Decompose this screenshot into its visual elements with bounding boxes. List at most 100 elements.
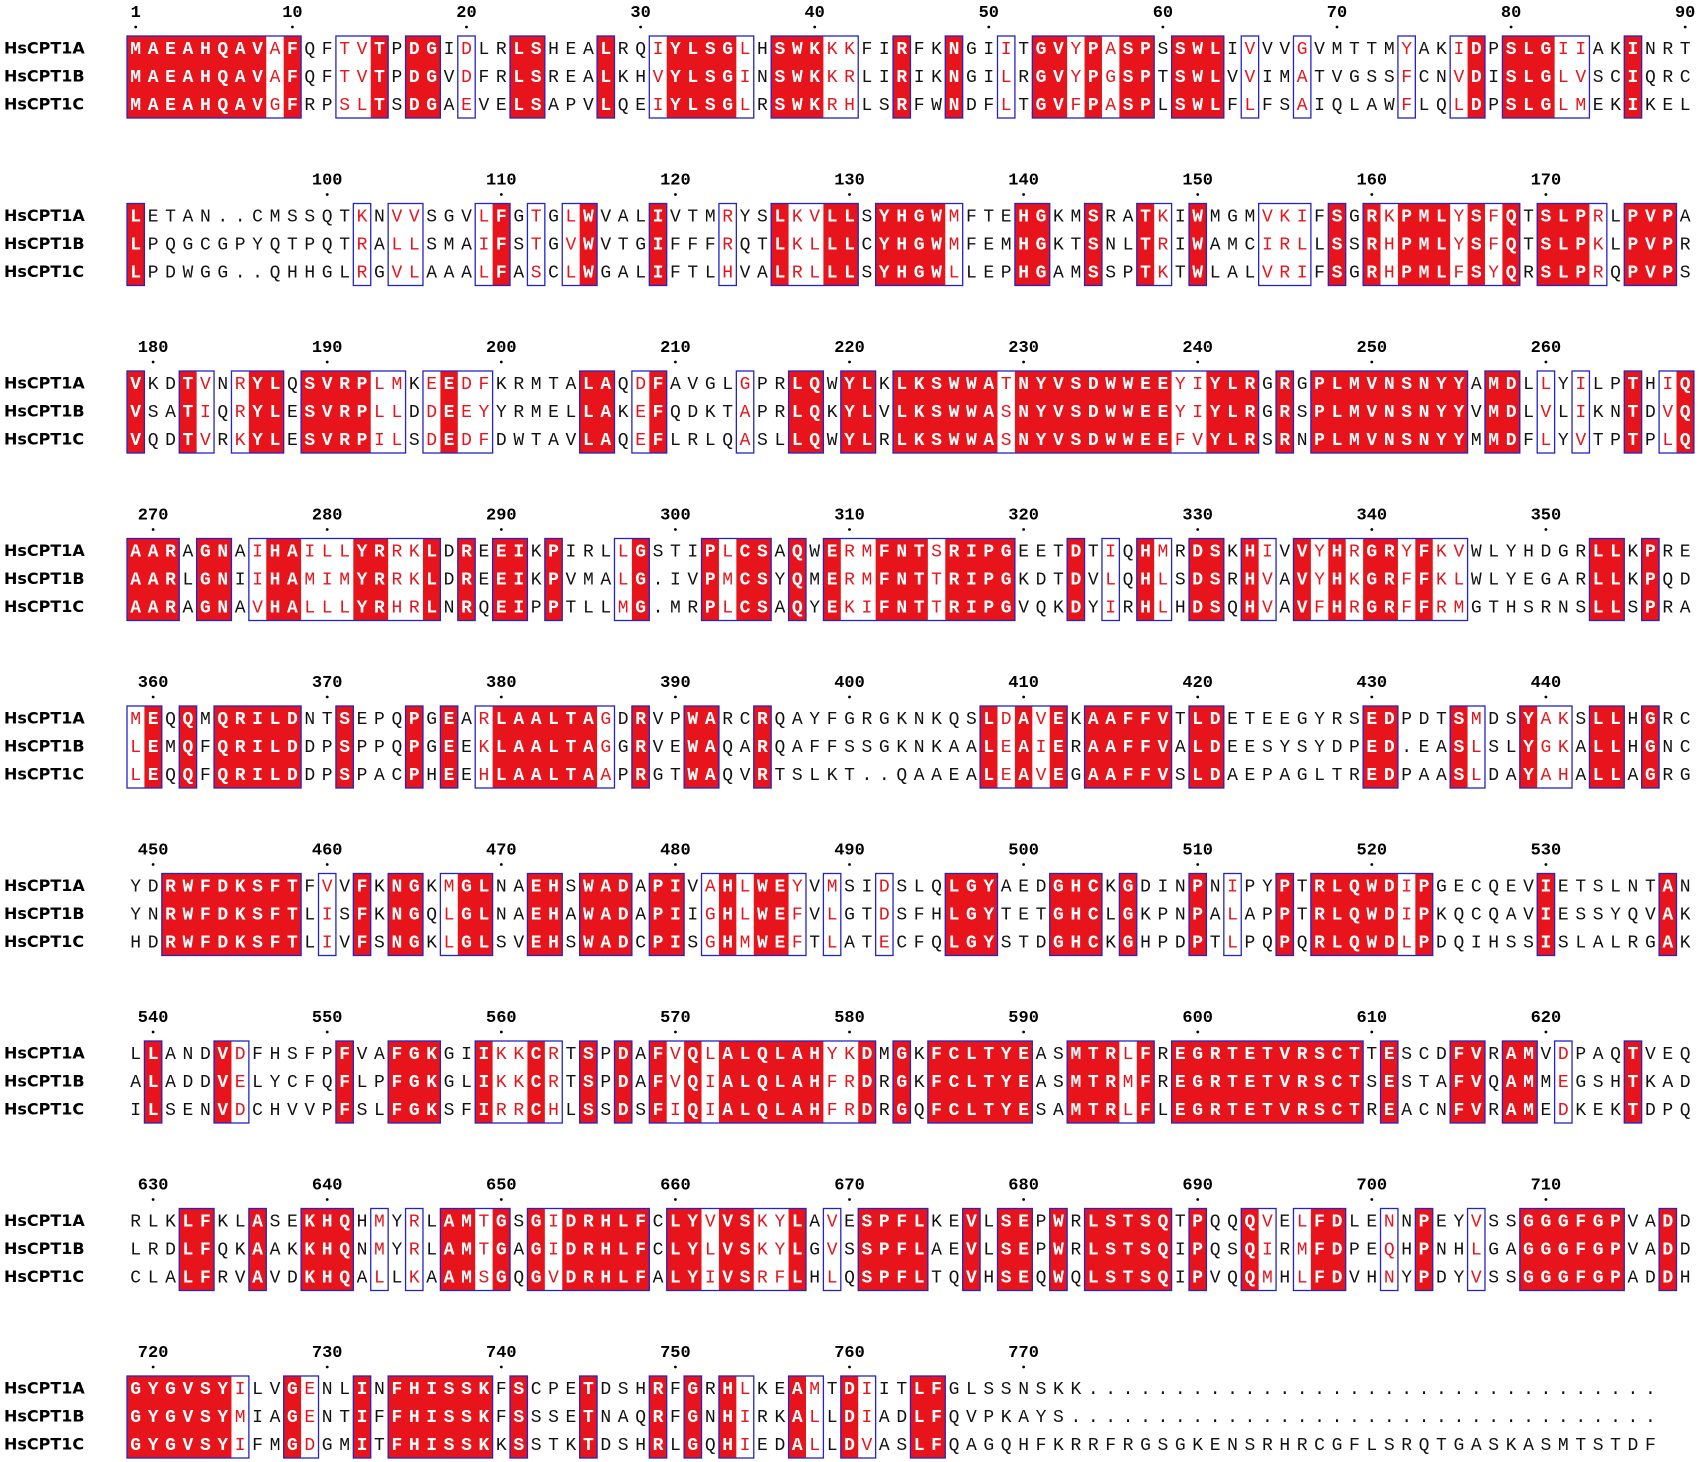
residue: G xyxy=(409,1101,420,1121)
residue: P xyxy=(1314,403,1325,423)
residue: L xyxy=(618,1268,629,1288)
residue: R xyxy=(235,710,246,730)
residue: G xyxy=(1680,766,1691,786)
residue: T xyxy=(1070,235,1081,255)
residue: M xyxy=(531,403,542,423)
identity-block xyxy=(492,203,511,286)
residue: I xyxy=(357,1408,368,1428)
residue: P xyxy=(409,738,420,758)
residue: A xyxy=(1506,1045,1517,1065)
residue: G xyxy=(722,96,733,116)
residue: G xyxy=(896,1101,907,1121)
residue: F xyxy=(670,1408,681,1428)
residue: N xyxy=(322,1380,333,1400)
residue: A xyxy=(1662,905,1673,925)
residue: E xyxy=(566,1380,577,1400)
identity-block xyxy=(788,1376,806,1458)
residue: M xyxy=(949,207,960,227)
similarity-box xyxy=(1414,1207,1434,1292)
residue: R xyxy=(949,570,960,590)
similarity-box xyxy=(126,35,302,119)
residue: S xyxy=(635,1101,646,1121)
residue: H xyxy=(287,263,298,283)
position-dot xyxy=(325,1198,329,1201)
residue: P xyxy=(1314,375,1325,395)
residue: H xyxy=(1140,542,1151,562)
identity-block xyxy=(127,1376,232,1458)
residue: Q xyxy=(844,1268,855,1288)
position-dot xyxy=(499,528,503,531)
position-dot xyxy=(151,360,155,364)
similarity-box xyxy=(787,1375,825,1459)
residue: G xyxy=(322,1436,333,1456)
similarity-box xyxy=(1449,705,1486,789)
residue: L xyxy=(1332,403,1343,423)
residue: S xyxy=(618,1380,629,1400)
position-dot xyxy=(674,863,677,866)
residue: L xyxy=(270,710,281,730)
similarity-box xyxy=(1049,1207,1068,1292)
residue: P xyxy=(1349,738,1360,758)
residue: A xyxy=(792,1073,803,1093)
residue: A xyxy=(130,542,141,562)
residue: I xyxy=(670,933,681,953)
position-number: 470 xyxy=(486,842,517,861)
identity-block xyxy=(1380,1041,1398,1123)
residue: S xyxy=(583,1073,594,1093)
residue: V xyxy=(183,1408,194,1428)
residue: D xyxy=(862,1073,873,1093)
residue: . xyxy=(1471,1380,1482,1400)
identity-block xyxy=(1502,203,1520,286)
residue: F xyxy=(896,1268,907,1288)
residue: V xyxy=(1453,542,1464,562)
residue: F xyxy=(339,1045,350,1065)
residue: D xyxy=(1192,598,1203,618)
residue: K xyxy=(618,403,629,423)
position-number: 160 xyxy=(1357,172,1388,191)
residue: I xyxy=(1001,40,1012,60)
residue: L xyxy=(862,375,873,395)
residue: Y xyxy=(670,96,681,116)
residue: A xyxy=(287,542,298,562)
residue: F xyxy=(687,235,698,255)
residue: P xyxy=(1157,933,1168,953)
residue: L xyxy=(1227,403,1238,423)
residue: K xyxy=(426,933,437,953)
residue: G xyxy=(844,905,855,925)
residue: S xyxy=(583,1101,594,1121)
residue: A xyxy=(1105,766,1116,786)
residue: L xyxy=(566,403,577,423)
residue: L xyxy=(740,40,751,60)
identity-block xyxy=(1136,538,1155,621)
residue: S xyxy=(1488,738,1499,758)
residue: E xyxy=(287,403,298,423)
residue: F xyxy=(1453,1073,1464,1093)
residue: K xyxy=(1610,1101,1621,1121)
residue: F xyxy=(1070,96,1081,116)
residue: E xyxy=(1018,542,1029,562)
identity-block xyxy=(1589,538,1625,621)
residue: A xyxy=(148,542,159,562)
residue: M xyxy=(949,235,960,255)
residue: Y xyxy=(1488,263,1499,283)
residue: P xyxy=(1610,1268,1621,1288)
residue: I xyxy=(322,933,333,953)
residue: A xyxy=(531,710,542,730)
residue: F xyxy=(809,738,820,758)
residue: D xyxy=(235,1101,246,1121)
residue: G xyxy=(1645,933,1656,953)
residue: R xyxy=(757,1268,768,1288)
residue: I xyxy=(740,68,751,88)
residue: L xyxy=(130,1045,141,1065)
residue: R xyxy=(722,207,733,227)
residue: N xyxy=(217,570,228,590)
similarity-box xyxy=(387,1375,494,1459)
residue: S xyxy=(757,542,768,562)
residue: H xyxy=(322,1212,333,1232)
residue: T xyxy=(844,766,855,786)
residue: G xyxy=(200,263,211,283)
residue: V xyxy=(183,1380,194,1400)
position-number: 630 xyxy=(138,1177,169,1196)
residue: V xyxy=(566,235,577,255)
